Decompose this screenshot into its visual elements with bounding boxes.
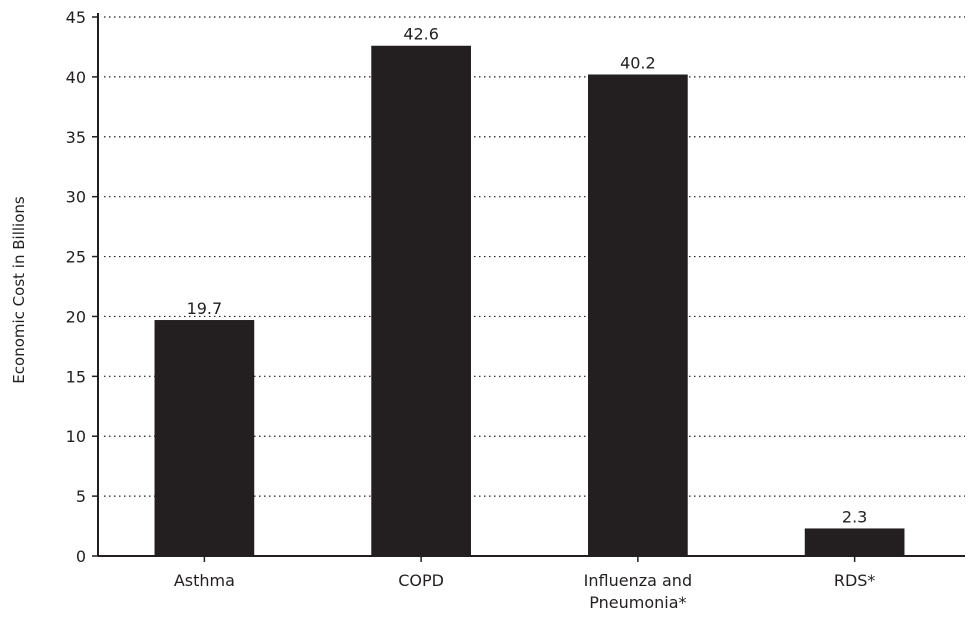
x-category-label: Influenza and [584,571,692,590]
y-tick-label: 15 [66,367,86,386]
gridlines [104,16,965,497]
y-tick-label: 25 [66,248,86,267]
y-tick-label: 5 [76,487,86,506]
x-category-label: RDS* [834,571,876,590]
x-category-label: COPD [398,571,444,590]
y-tick-label: 40 [66,68,86,87]
y-axis-title: Economic Cost in Billions [10,196,28,384]
value-labels: 19.7 42.6 40.2 2.3 [187,25,868,527]
y-tick-label: 20 [66,307,86,326]
value-label: 19.7 [187,299,223,318]
value-label: 40.2 [620,53,656,72]
x-category-label: Asthma [174,571,235,590]
value-label: 42.6 [403,25,439,44]
x-category-label: Pneumonia* [589,593,686,612]
bar-1 [371,45,471,556]
y-tick-label: 0 [76,547,86,566]
y-tick-label: 10 [66,427,86,446]
y-tick-label: 30 [66,188,86,207]
y-tick-label: 45 [66,8,86,27]
y-tick-label: 35 [66,128,86,147]
bar-3 [804,528,905,556]
axes: 0 5 10 15 20 25 30 35 40 45 Asthma COPD Influenza an… [66,8,965,612]
value-label: 2.3 [842,507,867,526]
bars [154,45,905,556]
bar-0 [154,320,255,556]
bar-2 [588,74,688,556]
